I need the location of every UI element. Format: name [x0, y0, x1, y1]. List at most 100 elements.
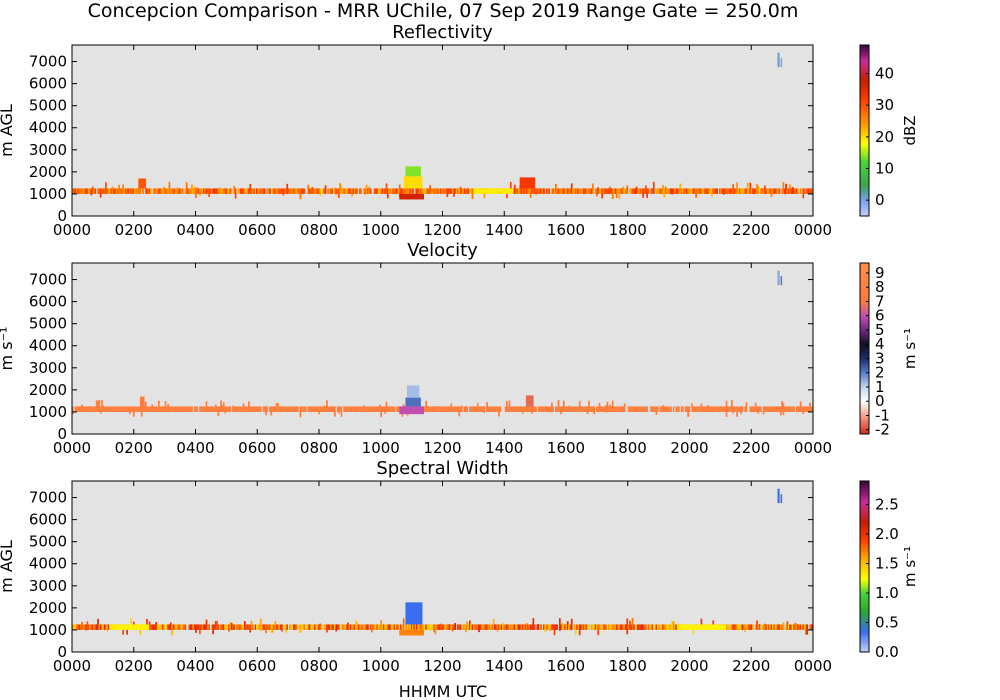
data-cell — [656, 624, 659, 630]
x-tick-label: 0800 — [300, 657, 338, 675]
data-cell — [367, 406, 369, 412]
data-cell — [720, 406, 723, 412]
data-cell — [597, 187, 600, 194]
data-cell — [607, 624, 610, 630]
colorbar-segment — [860, 598, 869, 602]
data-cell — [233, 624, 236, 630]
data-cell — [189, 624, 192, 630]
data-cell — [330, 188, 332, 194]
data-cell — [798, 624, 801, 630]
data-cell — [389, 406, 392, 412]
data-cell — [750, 624, 753, 630]
data-cell — [359, 188, 361, 194]
data-cell — [598, 403, 601, 412]
y-tick-label: 0 — [57, 643, 67, 661]
colorbar-label: m s⁻¹ — [901, 328, 919, 369]
data-cell — [164, 188, 167, 194]
data-cell — [801, 624, 803, 630]
data-cell — [73, 624, 76, 630]
colorbar-segment — [860, 429, 869, 433]
data-cell — [381, 624, 384, 630]
data-cell — [647, 188, 650, 194]
data-cell — [803, 406, 806, 412]
data-cell — [241, 188, 244, 194]
data-cell — [136, 188, 139, 194]
data-cell — [312, 624, 315, 630]
data-cell — [416, 623, 418, 630]
data-cell — [561, 188, 564, 194]
data-cell — [625, 188, 627, 194]
data-cell — [524, 188, 527, 194]
x-tick-label: 1400 — [485, 221, 523, 239]
data-cell — [492, 406, 495, 412]
data-cell — [209, 406, 212, 412]
data-cell — [286, 406, 289, 412]
data-cell — [638, 624, 641, 630]
data-cell — [524, 624, 527, 630]
colorbar-segment — [860, 566, 869, 570]
data-cell — [240, 624, 242, 630]
data-cell — [98, 400, 101, 412]
data-cell — [356, 406, 359, 412]
data-cell — [445, 188, 447, 194]
colorbar-segment — [860, 74, 869, 78]
data-cell — [212, 188, 214, 194]
data-cell — [427, 188, 430, 194]
data-cell — [165, 406, 168, 412]
data-cell — [451, 624, 454, 632]
data-cell — [286, 624, 289, 630]
data-cell — [208, 624, 211, 630]
data-cell — [79, 624, 82, 630]
colorbar-segment — [860, 83, 869, 87]
data-cell — [392, 188, 394, 194]
colorbar-segment — [860, 630, 869, 634]
data-cell — [515, 188, 517, 194]
panel-title: Reflectivity — [392, 22, 493, 43]
data-cell — [809, 188, 811, 194]
data-cell — [90, 624, 93, 630]
colorbar-segment — [860, 553, 869, 557]
data-cell — [398, 184, 401, 198]
data-cell — [270, 406, 273, 416]
data-cell — [156, 406, 159, 412]
data-cell — [344, 406, 347, 412]
data-cell — [72, 624, 74, 630]
data-cell — [441, 624, 443, 630]
data-cell — [420, 624, 422, 630]
colorbar-segment — [860, 303, 869, 307]
data-cell — [214, 188, 217, 194]
data-cell — [527, 406, 529, 412]
data-cell — [741, 624, 744, 630]
data-cell — [577, 624, 580, 630]
data-cell — [610, 406, 613, 412]
data-feature — [403, 176, 423, 189]
data-cell — [267, 188, 270, 194]
data-cell — [787, 624, 790, 630]
colorbar-segment — [860, 557, 869, 561]
data-cell — [664, 406, 667, 412]
data-cell — [262, 406, 265, 412]
data-cell — [110, 406, 113, 412]
data-cell — [545, 188, 548, 194]
data-cell — [97, 618, 99, 630]
data-cell — [319, 623, 322, 630]
data-cell — [89, 624, 91, 630]
data-cell — [106, 406, 109, 412]
data-cell — [320, 406, 323, 412]
data-cell — [389, 188, 392, 194]
data-cell — [335, 624, 338, 632]
data-cell — [483, 624, 486, 630]
data-cell — [544, 406, 547, 412]
data-cell — [578, 188, 581, 194]
data-cell — [336, 624, 339, 630]
data-cell — [568, 624, 570, 630]
data-cell — [791, 406, 794, 412]
data-cell — [409, 624, 412, 630]
data-cell — [569, 624, 572, 630]
data-cell — [196, 406, 199, 412]
data-cell — [756, 406, 758, 412]
data-cell — [521, 406, 524, 414]
colorbar-segment — [860, 151, 869, 155]
colorbar-segment — [860, 277, 869, 281]
